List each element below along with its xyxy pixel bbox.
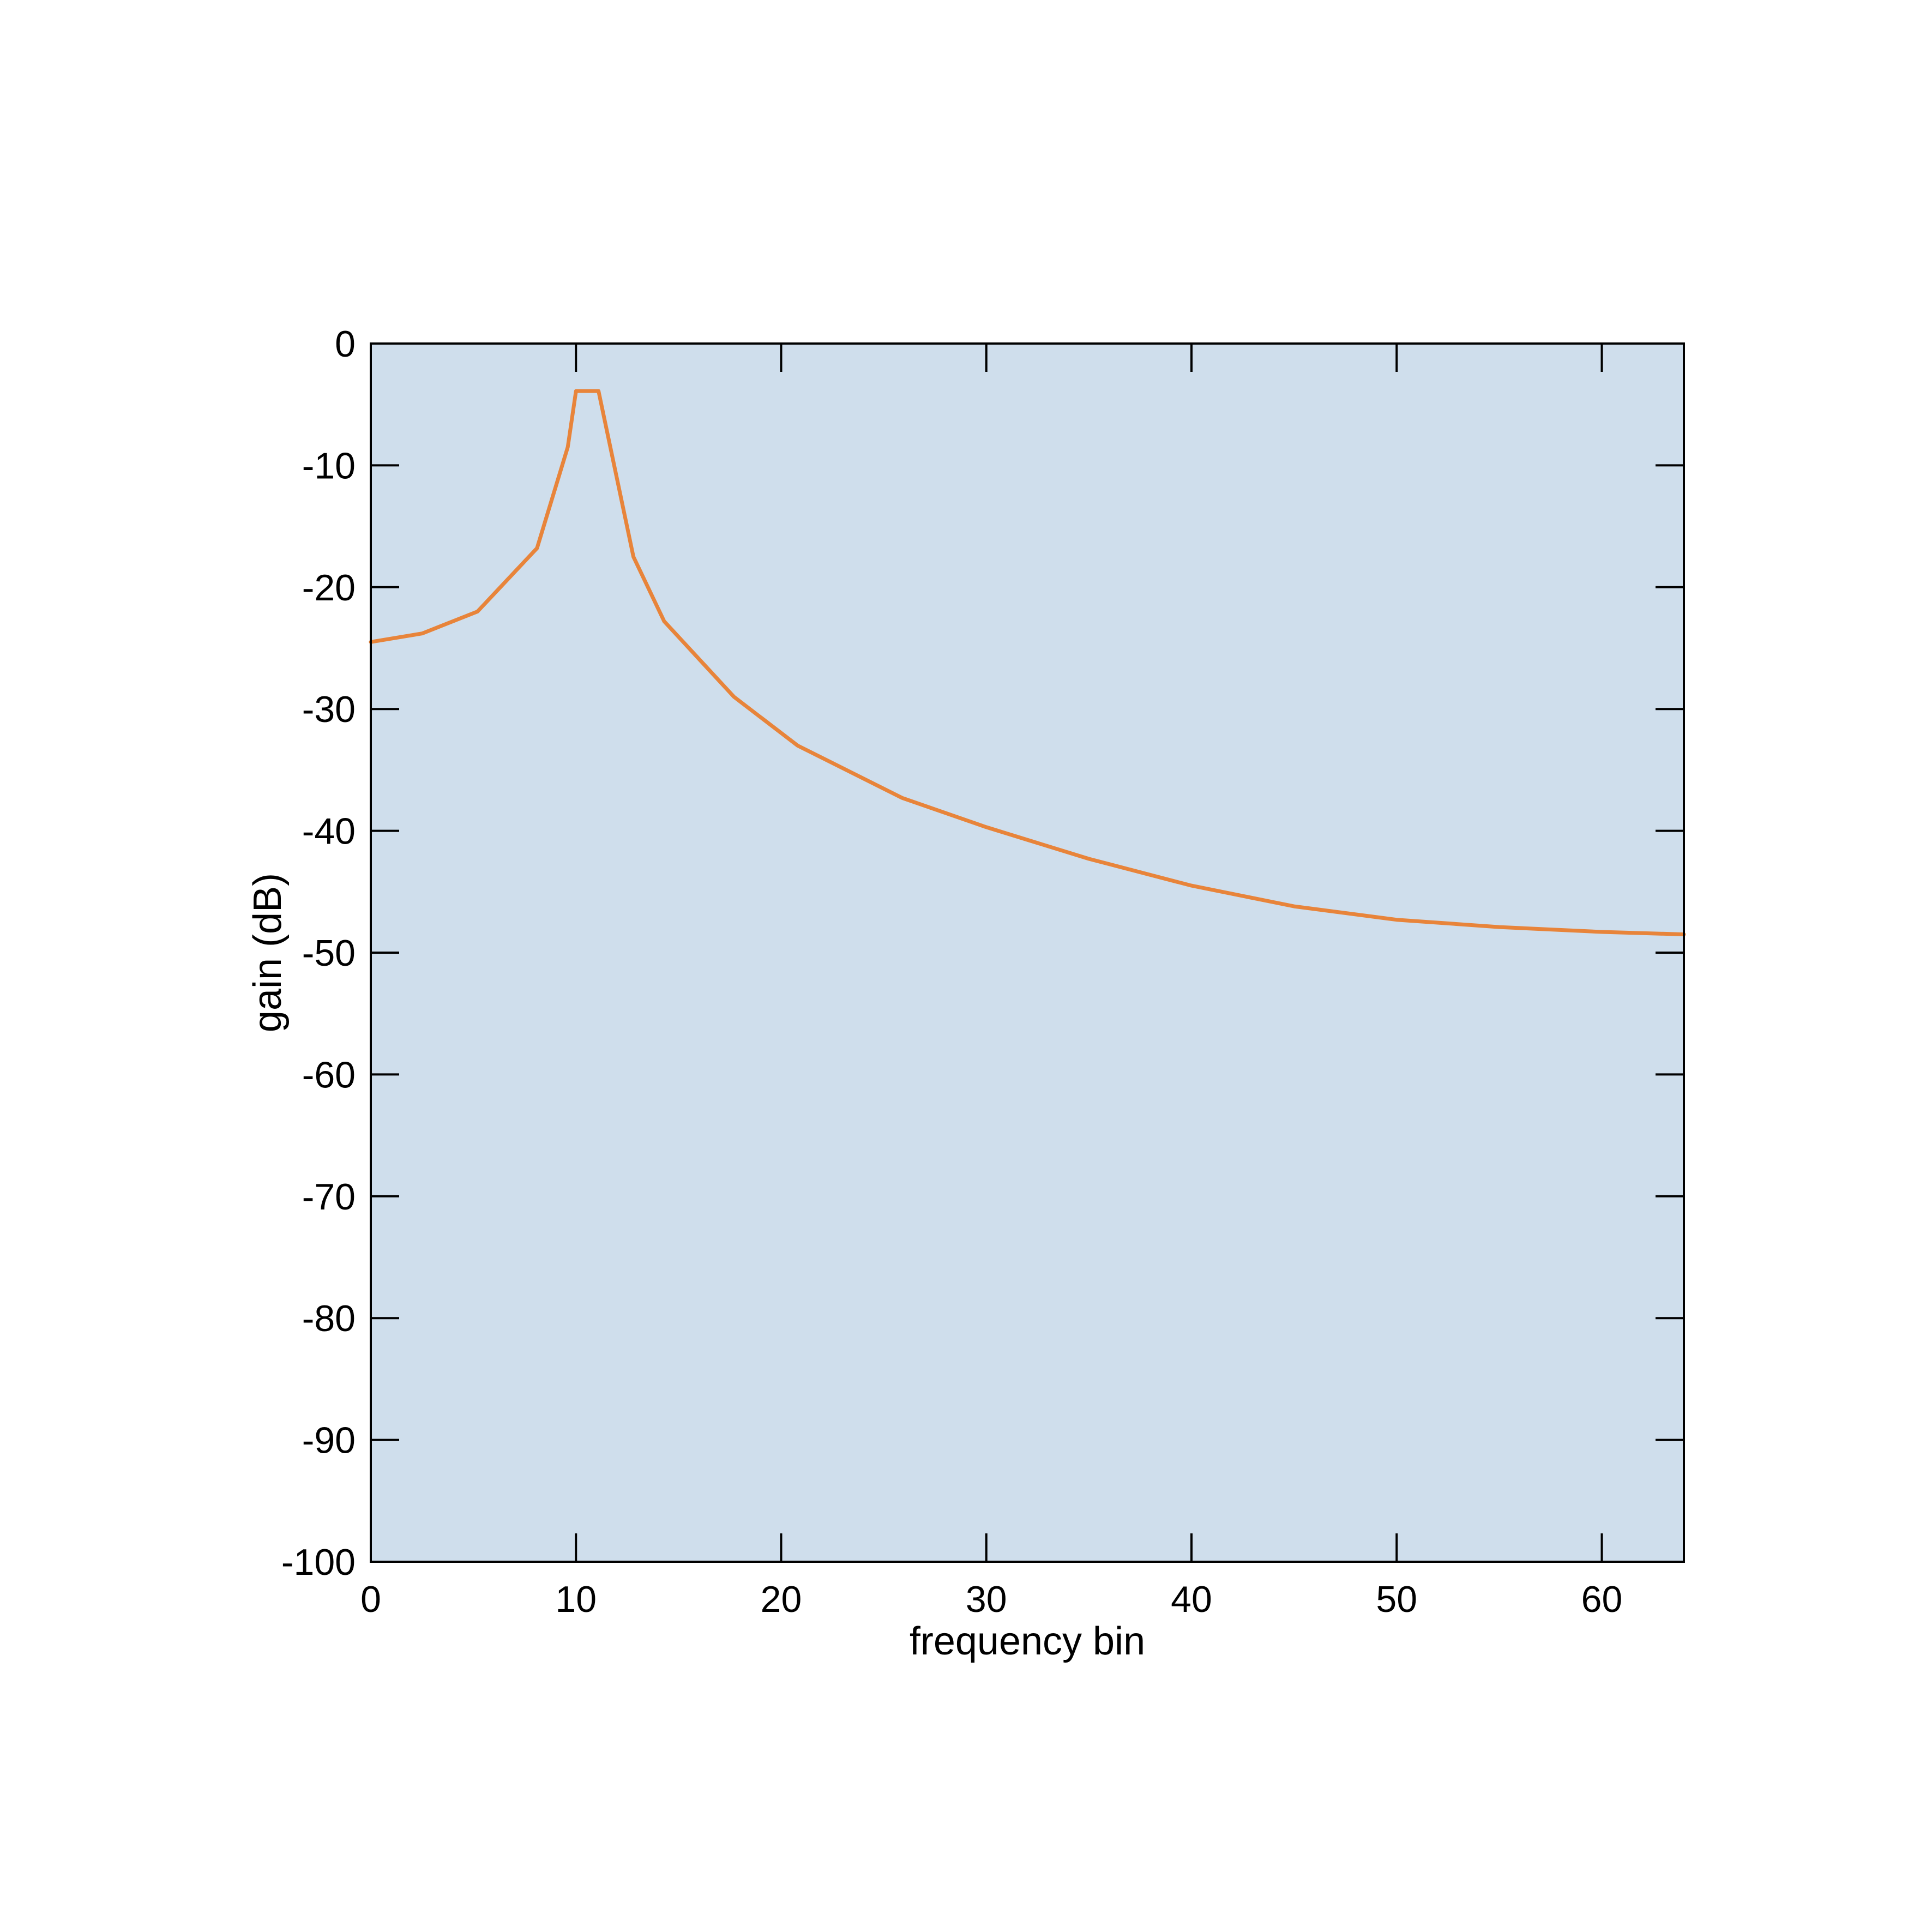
y-tick-label: -40 — [302, 811, 356, 852]
y-tick-label: -80 — [302, 1298, 356, 1339]
y-tick-label: -20 — [302, 567, 356, 609]
x-tick-label: 30 — [966, 1579, 1007, 1620]
plot-area — [371, 344, 1684, 1562]
x-tick-label: 20 — [761, 1579, 802, 1620]
x-tick-label: 10 — [555, 1579, 597, 1620]
x-axis: 0 10 20 30 40 50 60 — [360, 344, 1622, 1620]
y-tick-label: -100 — [281, 1542, 356, 1583]
x-axis-title: frequency bin — [910, 1620, 1145, 1663]
y-tick-label: -30 — [302, 689, 356, 730]
series-layer — [369, 389, 1686, 936]
y-axis: 0 -10 -20 -30 -40 -50 -60 -70 -80 -90 -100 — [281, 323, 1684, 1583]
x-tick-label: 0 — [360, 1579, 381, 1620]
y-tick-label: -90 — [302, 1420, 356, 1461]
x-tick-label: 60 — [1581, 1579, 1623, 1620]
y-tick-label: 0 — [335, 323, 356, 365]
y-axis-title: gain (dB) — [246, 873, 290, 1032]
x-tick-label: 50 — [1376, 1579, 1417, 1620]
x-tick-label: 40 — [1171, 1579, 1212, 1620]
y-tick-label: -50 — [302, 932, 356, 974]
y-tick-label: -10 — [302, 445, 356, 486]
y-tick-label: -60 — [302, 1054, 356, 1096]
series-line — [369, 389, 1686, 936]
y-tick-label: -70 — [302, 1176, 356, 1218]
